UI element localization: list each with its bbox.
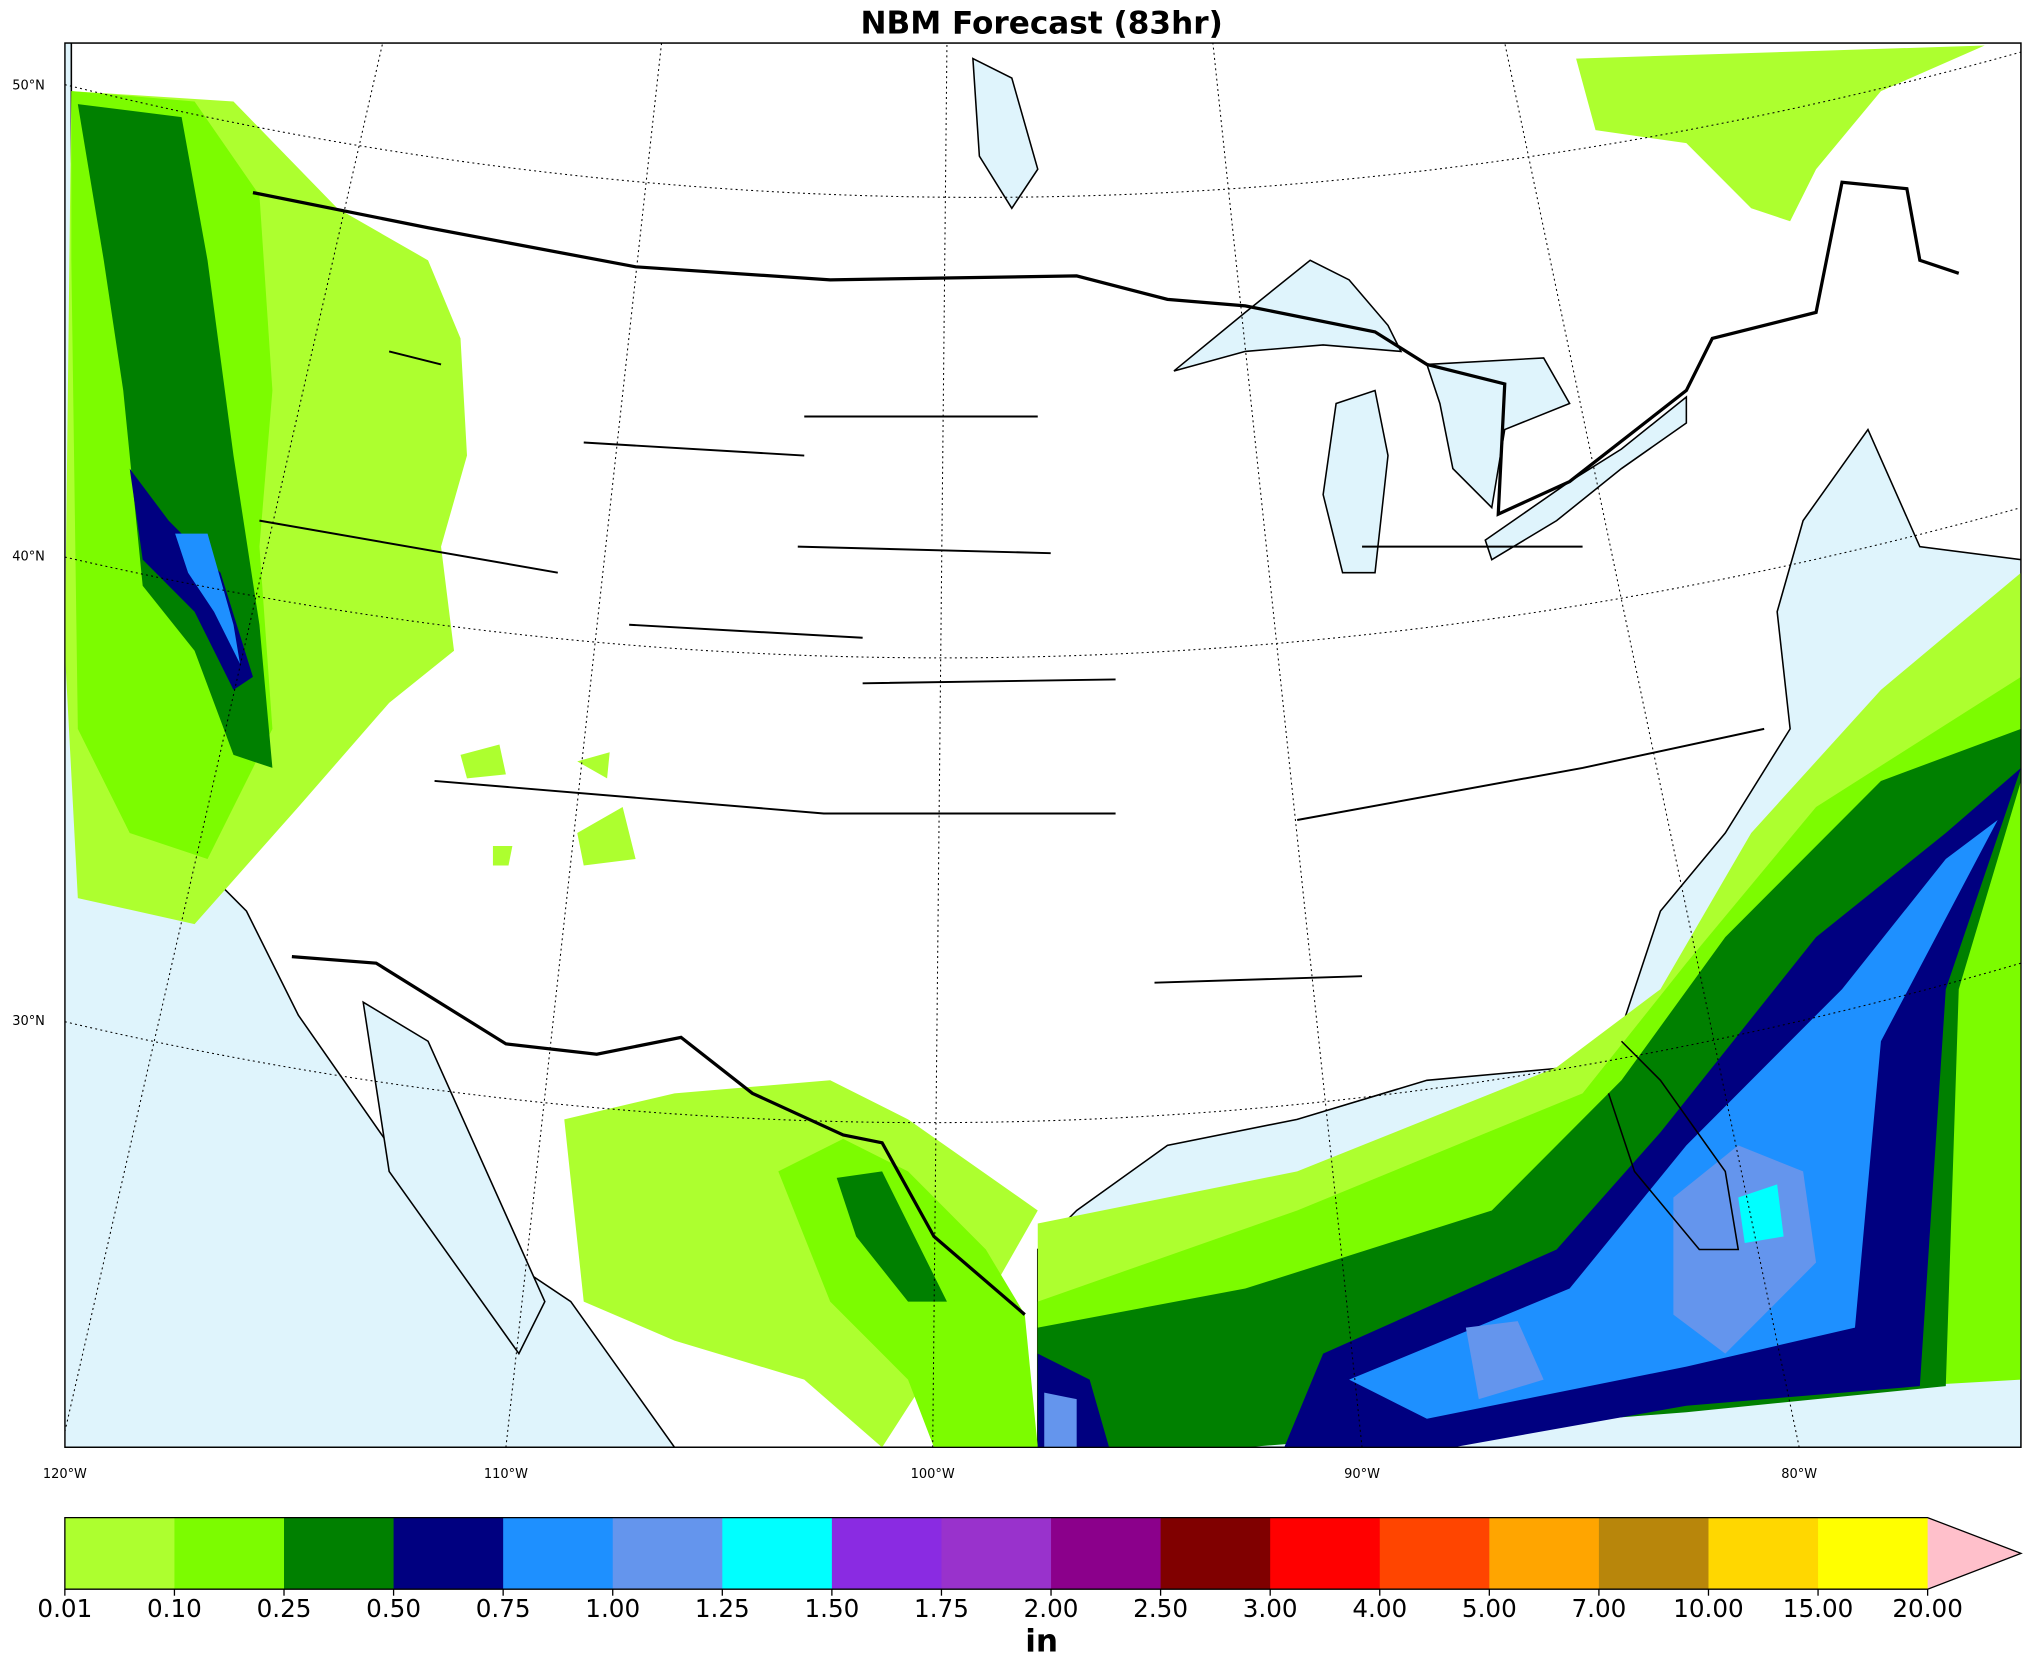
precip-contour — [1465, 1145, 1817, 1400]
map-title: NBM Forecast (83hr) — [860, 6, 1222, 42]
colorbar-tick-label: 2.00 — [1024, 1594, 1079, 1623]
precip-contour — [1738, 1184, 1784, 1243]
colorbar-tick-label: 15.00 — [1783, 1594, 1854, 1623]
florida-coast — [1607, 1040, 1740, 1251]
mexico-border — [291, 955, 1026, 1316]
colorbar-tick-label: 7.00 — [1571, 1594, 1626, 1623]
colorbar-box — [1818, 1517, 1929, 1590]
lat-label: 30°N — [12, 1014, 45, 1029]
state-lines — [259, 350, 1765, 984]
lon-label: 120°W — [43, 1467, 87, 1482]
colorbar-extend — [1927, 1517, 2022, 1590]
colorbar-box — [831, 1517, 943, 1590]
colorbar-box — [1270, 1517, 1381, 1590]
colorbar-tick-label: 20.00 — [1892, 1594, 1963, 1623]
colorbar-box — [941, 1517, 1052, 1590]
colorbar-tick-label: 0.75 — [476, 1594, 531, 1623]
lake-michigan — [1322, 389, 1389, 574]
colorbar-box — [174, 1517, 285, 1590]
colorbar-box — [503, 1517, 614, 1590]
colorbar-box — [284, 1517, 395, 1590]
colorbar-tick-label: 0.25 — [257, 1594, 312, 1623]
lat-label: 50°N — [12, 78, 45, 93]
precip-contour — [1349, 819, 1998, 1419]
precipitation-field — [64, 45, 2022, 1448]
colorbar-box — [1598, 1517, 1710, 1590]
lon-label: 90°W — [1344, 1467, 1380, 1482]
lon-label: 80°W — [1781, 1467, 1817, 1482]
colorbar-box — [612, 1517, 723, 1590]
map-frame — [64, 42, 2022, 1448]
colorbar-box — [1708, 1517, 1819, 1590]
lon-label: 110°W — [484, 1467, 528, 1482]
colorbar-box — [1160, 1517, 1271, 1590]
colorbar-box — [1489, 1517, 1600, 1590]
colorbar-box — [722, 1517, 833, 1590]
colorbar-tick-label: 1.25 — [695, 1594, 750, 1623]
colorbar-tick-label: 1.00 — [585, 1594, 640, 1623]
colorbar-tick-label: 3.00 — [1243, 1594, 1298, 1623]
precip-contour — [1576, 45, 1985, 222]
precip-contour — [836, 1171, 947, 1302]
map-area — [64, 42, 2022, 1448]
colorbar-box — [64, 1517, 176, 1590]
colorbar: 0.01 0.10 0.25 0.50 0.75 1.00 1.25 1.50 1.75 2.00… — [37, 1516, 2023, 1623]
colorbar-tick-label: 10.00 — [1673, 1594, 1744, 1623]
colorbar-tick-label: 1.50 — [804, 1594, 859, 1623]
colorbar-tick-label: 0.10 — [147, 1594, 202, 1623]
colorbar-tick-label: 4.00 — [1352, 1594, 1407, 1623]
gulf-of-california — [362, 1000, 546, 1356]
colorbar-box — [1051, 1517, 1162, 1590]
lat-label: 40°N — [12, 550, 45, 565]
colorbar-tick-label: 0.01 — [37, 1594, 92, 1623]
colorbar-box — [1379, 1517, 1490, 1590]
lake-huron — [1425, 357, 1571, 510]
precip-contour — [175, 533, 240, 664]
colorbar-tick-label: 2.50 — [1133, 1594, 1188, 1623]
colorbar-tick-label: 1.75 — [914, 1594, 969, 1623]
colorbar-box — [393, 1517, 504, 1590]
colorbar-label: in — [1025, 1624, 1058, 1660]
colorbar-tick-label: 0.50 — [366, 1594, 421, 1623]
colorbar-tick-label: 5.00 — [1462, 1594, 1517, 1623]
hudson-bay-lake — [972, 57, 1039, 210]
precip-contour — [460, 744, 636, 866]
canada-border — [252, 180, 1960, 517]
lon-label: 100°W — [911, 1467, 955, 1482]
precip-contour — [1044, 1392, 1077, 1448]
precip-contour — [129, 468, 253, 690]
colorbar-outline — [64, 1516, 2023, 1590]
